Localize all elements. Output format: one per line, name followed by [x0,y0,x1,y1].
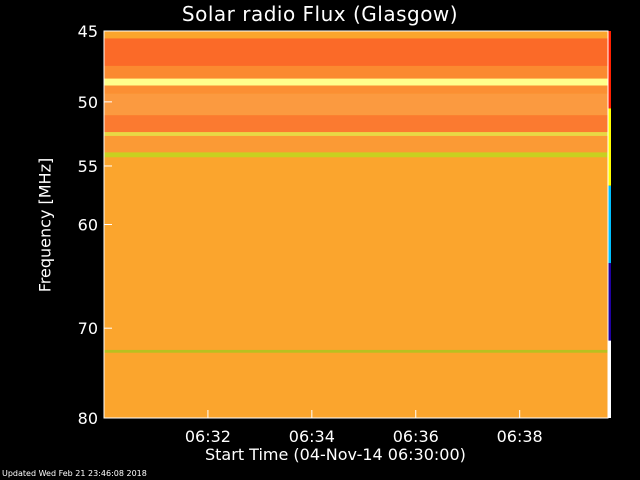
heatmap-band-4 [104,93,608,116]
x-tick-label-3: 06:38 [497,427,543,446]
heatmap-band-3 [104,85,608,94]
heatmap-band-1 [104,65,608,79]
y-tick-label-3: 60 [78,216,98,235]
heatmap-band-0 [104,38,608,66]
heatmap-band-7 [104,135,608,153]
axes: 45 50 55 60 70 80 06:32 06:34 06:36 06:38 [78,22,609,446]
y-tick-label-2: 55 [78,157,98,176]
heatmap-band-10 [104,349,608,353]
y-tick-label-5: 80 [78,409,98,428]
heatmap-band-2 [104,78,608,86]
heatmap-band-5 [104,115,608,133]
colorbar-segment-2 [608,185,611,264]
plot-area [104,31,611,418]
heatmap-band-8 [104,152,608,158]
y-tick-label-4: 70 [78,319,98,338]
updated-timestamp: Updated Wed Feb 21 23:46:08 2018 [2,469,147,478]
chart-title: Solar radio Flux (Glasgow) [181,2,459,26]
x-tick-label-1: 06:34 [289,427,335,446]
y-tick-label-0: 45 [78,22,98,41]
x-axis-label: Start Time (04-Nov-14 06:30:00) [205,445,466,464]
colorbar-segment-1 [608,108,611,186]
x-tick-label-0: 06:32 [185,427,231,446]
y-tick-label-1: 50 [78,93,98,112]
heatmap-band-9 [104,157,608,418]
colorbar-segment-0 [608,31,611,109]
colorbar-segment-3 [608,263,611,341]
x-tick-label-2: 06:36 [393,427,439,446]
colorbar-segment-4 [608,340,611,418]
heatmap-band-6 [104,132,608,136]
